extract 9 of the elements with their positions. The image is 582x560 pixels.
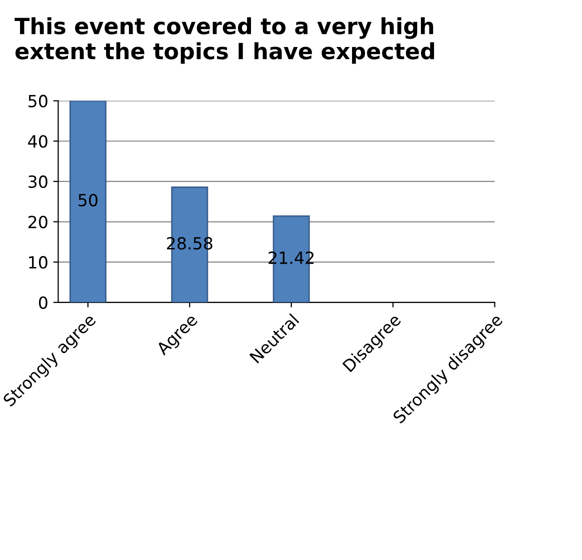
y-tick-label: 20 bbox=[28, 216, 48, 228]
y-tick-label: 10 bbox=[29, 256, 48, 269]
y-tick-label: 50 bbox=[28, 94, 48, 108]
y-tick-label: 30 bbox=[28, 175, 48, 188]
y-tick-label: 0 bbox=[38, 296, 48, 309]
chart-title: This event covered to a very high extent the topics I have expected bbox=[14, 17, 434, 64]
y-tick-label: 40 bbox=[28, 135, 48, 148]
bar bbox=[69, 100, 106, 302]
data-label: 50 bbox=[78, 194, 98, 206]
